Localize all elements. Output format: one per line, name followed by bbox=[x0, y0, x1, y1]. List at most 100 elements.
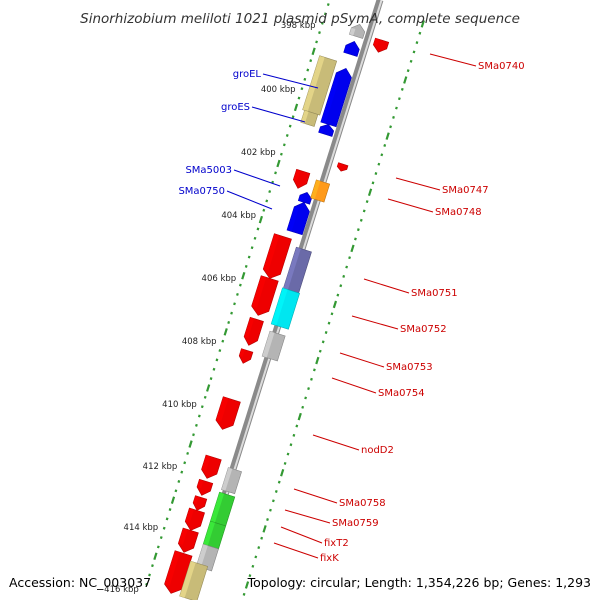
scale-tick-minor bbox=[286, 452, 290, 456]
scale-tick-minor bbox=[168, 508, 172, 512]
gene-labels: groEL groES SMa5003 SMa0750 SMa0740 SMa0747 SM… bbox=[178, 53, 525, 564]
scale-tick-minor bbox=[339, 284, 343, 288]
scale-tick-minor bbox=[300, 87, 304, 91]
gene-sma0740-leader bbox=[429, 53, 477, 67]
scale-tick-minor bbox=[269, 508, 272, 512]
gene-groel-shading bbox=[320, 72, 341, 124]
scale-ticks-right bbox=[242, 20, 425, 596]
gene-sma0740-label: SMa0740 bbox=[478, 61, 525, 72]
scale-tick-minor bbox=[244, 264, 248, 268]
scale-tick-minor bbox=[256, 227, 260, 231]
gene-sma0752-leader bbox=[351, 315, 399, 330]
scale-tick-minor bbox=[377, 162, 381, 166]
scale-tick-minor bbox=[380, 153, 384, 157]
gene-sma5003-label: SMa5003 bbox=[185, 165, 232, 176]
gene-fixk-leader bbox=[273, 542, 319, 559]
scale-label: 402 kbp bbox=[241, 148, 276, 158]
gene-sma0750-leader bbox=[226, 190, 273, 210]
gene-sma0753-shading bbox=[262, 331, 275, 358]
scale-tick-minor bbox=[227, 321, 231, 324]
scale-tick-major bbox=[170, 496, 176, 504]
scale-tick-minor bbox=[309, 59, 313, 63]
scale-tick-major bbox=[311, 47, 316, 56]
gene-groel-label: groEL bbox=[233, 69, 262, 80]
gene-khaki-small-shading bbox=[300, 110, 309, 124]
gene-sma0747-shading bbox=[293, 169, 301, 181]
scale-label: 400 kbp bbox=[261, 85, 296, 95]
scale-tick-minor bbox=[162, 526, 166, 530]
scale-tick-major bbox=[297, 412, 302, 421]
scale-tick-minor bbox=[289, 443, 293, 447]
scale-tick-minor bbox=[209, 377, 213, 381]
scale-tick-minor bbox=[180, 470, 184, 474]
gene-sma0754-shading bbox=[239, 348, 245, 357]
scale-tick-minor bbox=[327, 321, 331, 325]
scale-tick-major bbox=[262, 525, 267, 533]
scale-tick-minor bbox=[215, 358, 219, 362]
scale-tick-minor bbox=[304, 396, 308, 400]
scale-tick-minor bbox=[306, 68, 310, 72]
scale-tick-minor bbox=[323, 12, 327, 16]
scale-tick-minor bbox=[292, 433, 296, 437]
gene-sma0757-shading bbox=[201, 455, 211, 471]
scale-labels: 398 kbp 400 kbp 402 kbp 404 kbp 406 kbp 408 k… bbox=[104, 21, 315, 595]
scale-tick-major bbox=[206, 384, 211, 392]
scale-label: 410 kbp bbox=[162, 400, 197, 410]
scale-tick-minor bbox=[159, 536, 163, 540]
scale-tick-major bbox=[385, 132, 390, 140]
scale-tick-major bbox=[403, 76, 408, 84]
scale-tick-major bbox=[315, 356, 320, 365]
gene-groes-shading bbox=[318, 126, 325, 134]
scale-tick-minor bbox=[257, 546, 261, 550]
scale-tick-minor bbox=[307, 387, 310, 391]
scale-tick-minor bbox=[345, 265, 349, 269]
scale-tick-major bbox=[293, 103, 299, 112]
scale-tick-minor bbox=[406, 69, 410, 73]
scale-tick-major bbox=[258, 215, 264, 224]
scale-tick-minor bbox=[279, 152, 283, 156]
gene-nodd2-label: nodD2 bbox=[361, 445, 394, 456]
scale-tick-minor bbox=[321, 21, 324, 25]
scale-tick-minor bbox=[242, 592, 246, 596]
scale-tick-minor bbox=[315, 40, 318, 44]
gene-sma0750-shading bbox=[287, 206, 299, 232]
scale-tick-major bbox=[332, 300, 338, 309]
gene-sma0758-leader bbox=[293, 488, 338, 504]
scale-tick-minor bbox=[262, 208, 266, 212]
gene-sma0747-label: SMa0747 bbox=[442, 185, 489, 196]
scale-tick-major bbox=[280, 469, 285, 477]
scale-tick-minor bbox=[282, 143, 286, 147]
gene-sma0753-leader bbox=[339, 352, 385, 368]
gene-sma0750-label: SMa0750 bbox=[178, 186, 225, 197]
gene-sma0751-label: SMa0751 bbox=[411, 288, 458, 299]
map-title: Sinorhizobium meliloti 1021 plasmid pSym… bbox=[80, 11, 520, 27]
scale-tick-minor bbox=[371, 181, 375, 185]
scale-tick-minor bbox=[326, 3, 330, 7]
gene-nodd2-leader bbox=[312, 434, 360, 451]
scale-tick-minor bbox=[236, 292, 239, 296]
scale-tick-minor bbox=[356, 228, 360, 232]
gene-sma0758-red-shading bbox=[197, 479, 204, 489]
scale-tick-major bbox=[241, 271, 246, 280]
gene-khaki-upper-shading bbox=[302, 55, 325, 112]
gene-sma0752-red-shading bbox=[251, 275, 267, 308]
gene-sma0759-leader bbox=[284, 509, 331, 524]
scale-tick-minor bbox=[221, 339, 225, 343]
scale-tick-minor bbox=[192, 433, 195, 437]
gene-sma0758-b-shading bbox=[193, 495, 199, 504]
scale-tick-minor bbox=[374, 172, 378, 175]
scale-tick-minor bbox=[253, 236, 257, 240]
gene-noddd2-shading bbox=[215, 396, 229, 422]
scale-tick-minor bbox=[297, 96, 301, 100]
scale-tick-minor bbox=[197, 414, 201, 418]
scale-tick-minor bbox=[288, 124, 292, 128]
scale-tick-minor bbox=[395, 106, 398, 110]
scale-tick-minor bbox=[212, 367, 216, 371]
gene-sma0759-red-shading bbox=[185, 508, 194, 523]
scale-tick-minor bbox=[295, 424, 299, 428]
scale-tick-major bbox=[244, 581, 250, 589]
gene-sma0748-label: SMa0748 bbox=[435, 207, 482, 218]
gene-sma0741-shading bbox=[343, 45, 350, 54]
scale-label: 398 kbp bbox=[281, 21, 316, 31]
